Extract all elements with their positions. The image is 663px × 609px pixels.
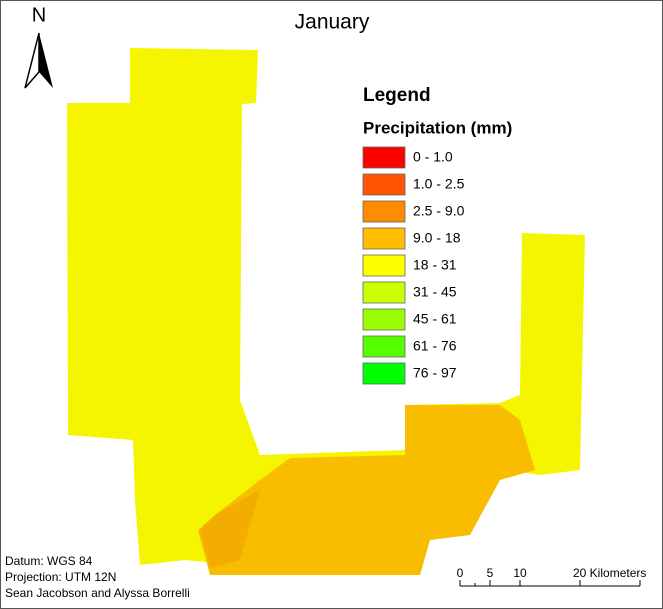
legend-label: 2.5 - 9.0 — [413, 203, 465, 219]
credit-line: Projection: UTM 12N — [5, 570, 116, 584]
scale-bar — [459, 580, 641, 587]
scale-label: 5 — [487, 566, 494, 580]
legend-swatch — [362, 281, 406, 304]
legend-label: 9.0 - 18 — [413, 230, 461, 246]
legend-label: 61 - 76 — [413, 338, 457, 354]
legend-heading: Legend — [363, 85, 431, 106]
north-arrow — [24, 32, 53, 89]
legend-subheading: Precipitation (mm) — [363, 118, 512, 137]
scale-label: 0 — [457, 566, 464, 580]
legend-swatch — [362, 308, 406, 331]
legend-label: 1.0 - 2.5 — [413, 176, 465, 192]
legend-swatch — [362, 227, 406, 250]
legend-swatch — [362, 362, 406, 385]
legend-items: 0 - 1.0 1.0 - 2.5 2.5 - 9.0 9.0 - 18 18 - 31… — [362, 146, 465, 385]
credits: Datum: WGS 84 Projection: UTM 12N Sean Jac… — [5, 554, 190, 600]
legend-swatch — [362, 335, 406, 358]
region-dark-orange — [200, 490, 260, 568]
credit-line: Sean Jacobson and Alyssa Borrelli — [5, 586, 190, 600]
legend-swatch — [362, 173, 406, 196]
region-orange — [198, 405, 535, 575]
legend-label: 45 - 61 — [413, 311, 457, 327]
legend-label: 18 - 31 — [413, 257, 457, 273]
legend-label: 31 - 45 — [413, 284, 457, 300]
legend-swatch — [362, 146, 406, 169]
legend-swatch — [362, 200, 406, 223]
scale-label: 20 Kilometers — [573, 566, 646, 580]
scale-label: 10 — [513, 566, 527, 580]
legend-label: 76 - 97 — [413, 365, 457, 381]
legend-label: 0 - 1.0 — [413, 149, 453, 165]
scale-labels: 0 5 10 20 Kilometers — [457, 566, 647, 580]
credit-line: Datum: WGS 84 — [5, 554, 93, 568]
legend-swatch — [362, 254, 406, 277]
north-label: N — [32, 4, 46, 26]
map-title: January — [295, 11, 370, 34]
